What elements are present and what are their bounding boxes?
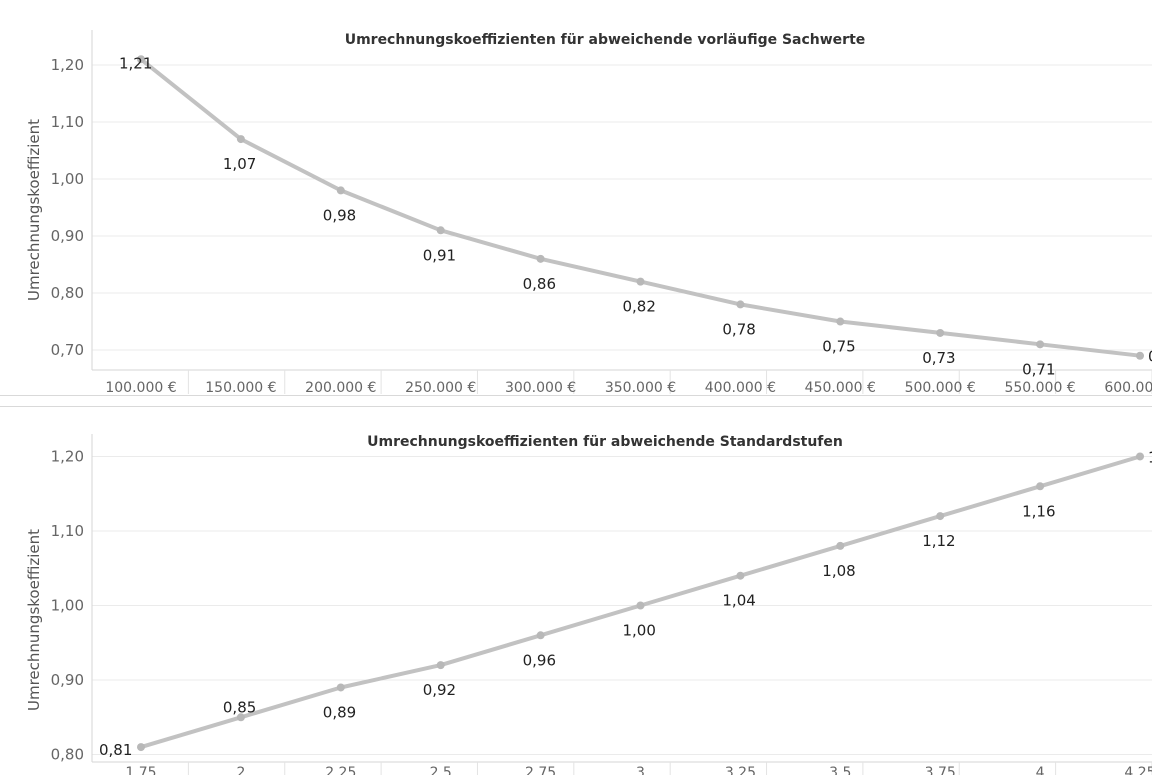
data-label: 0,96 — [523, 651, 556, 669]
data-point — [436, 226, 445, 235]
x-tick-label: 350.000 € — [605, 380, 676, 395]
data-label: 1,20 — [1148, 448, 1152, 466]
data-point — [1136, 452, 1144, 461]
y-axis-label: Umrechnungskoeffizient — [25, 529, 43, 711]
y-tick-label: 1,10 — [51, 113, 84, 131]
chart-panel-standardstufen: Umrechnungskoeffizienten für abweichende… — [0, 406, 1152, 775]
data-point — [1136, 351, 1144, 360]
data-label: 1,16 — [1022, 502, 1055, 520]
data-point — [236, 713, 245, 722]
data-point — [936, 328, 945, 337]
data-label: 1,04 — [722, 592, 755, 610]
data-point — [436, 661, 445, 670]
data-label: 0,89 — [323, 703, 356, 721]
x-tick-label: 450.000 € — [805, 380, 876, 395]
x-tick-label: 300.000 € — [505, 380, 576, 395]
chart-panel-sachwerte: Umrechnungskoeffizienten für abweichende… — [0, 30, 1152, 396]
data-point — [1036, 482, 1045, 491]
data-label: 0,78 — [722, 320, 755, 338]
data-point — [536, 631, 545, 640]
data-label: 0,71 — [1022, 360, 1055, 378]
chart-standardstufen: Umrechnungskoeffizienten für abweichende… — [25, 434, 1152, 775]
data-label: 0,73 — [922, 349, 955, 367]
data-point — [336, 683, 345, 692]
x-tick-label: 150.000 € — [205, 380, 276, 395]
data-point — [836, 317, 845, 326]
data-label: 0,92 — [423, 681, 456, 699]
data-label: 0,82 — [623, 298, 656, 316]
data-label: 1,00 — [623, 622, 656, 640]
y-tick-label: 0,90 — [51, 227, 84, 245]
y-tick-label: 1,00 — [51, 597, 84, 615]
x-tick-label: 250.000 € — [405, 380, 476, 395]
y-tick-label: 1,00 — [51, 170, 84, 188]
x-tick-label: 4 — [1036, 765, 1045, 775]
data-point — [536, 254, 545, 263]
data-point — [137, 55, 145, 64]
data-label: 1,07 — [223, 155, 256, 173]
data-label: 0,98 — [323, 206, 356, 224]
x-tick-label: 2,75 — [525, 765, 556, 775]
data-point — [137, 743, 145, 752]
data-point — [636, 601, 645, 610]
data-point — [736, 571, 745, 580]
x-tick-label: 500.000 € — [905, 380, 976, 395]
data-point — [336, 186, 345, 195]
x-tick-label: 3,5 — [829, 765, 851, 775]
data-label: 0,81 — [99, 741, 132, 759]
x-tick-label: 2,5 — [430, 765, 452, 775]
x-tick-label: 3,25 — [725, 765, 756, 775]
chart-sachwerte: Umrechnungskoeffizienten für abweichende… — [25, 30, 1152, 395]
y-tick-label: 0,90 — [51, 671, 84, 689]
data-label: 1,08 — [822, 562, 855, 580]
data-label: 0,85 — [223, 698, 256, 716]
y-tick-label: 1,20 — [51, 447, 84, 465]
x-tick-label: 400.000 € — [705, 380, 776, 395]
data-label: 0,69 — [1148, 348, 1152, 366]
data-label: 0,75 — [822, 338, 855, 356]
data-label: 1,21 — [119, 54, 152, 72]
data-point — [936, 512, 945, 521]
y-tick-label: 0,80 — [51, 284, 84, 302]
data-point — [1036, 340, 1045, 349]
data-point — [736, 300, 745, 309]
chart-title: Umrechnungskoeffizienten für abweichende… — [345, 32, 866, 48]
data-label: 0,91 — [423, 246, 456, 264]
x-tick-label: 3,75 — [925, 765, 956, 775]
data-point — [636, 277, 645, 286]
data-label: 0,86 — [523, 275, 556, 293]
x-tick-label: 600.000 € — [1104, 380, 1152, 395]
data-point — [236, 135, 245, 144]
x-tick-label: 4,25 — [1124, 765, 1152, 775]
y-axis-label: Umrechnungskoeffizient — [25, 119, 43, 301]
y-tick-label: 0,80 — [51, 746, 84, 764]
y-tick-label: 1,20 — [51, 56, 84, 74]
x-tick-label: 3 — [636, 765, 645, 775]
data-label: 1,12 — [922, 532, 955, 550]
x-tick-label: 100.000 € — [105, 380, 176, 395]
y-tick-label: 1,10 — [51, 522, 84, 540]
x-tick-label: 2 — [236, 765, 245, 775]
data-point — [836, 541, 845, 550]
chart-title: Umrechnungskoeffizienten für abweichende… — [367, 434, 843, 450]
y-tick-label: 0,70 — [51, 341, 84, 359]
x-tick-label: 1,75 — [125, 765, 156, 775]
x-tick-label: 200.000 € — [305, 380, 376, 395]
x-tick-label: 2,25 — [325, 765, 356, 775]
x-tick-label: 550.000 € — [1004, 380, 1075, 395]
